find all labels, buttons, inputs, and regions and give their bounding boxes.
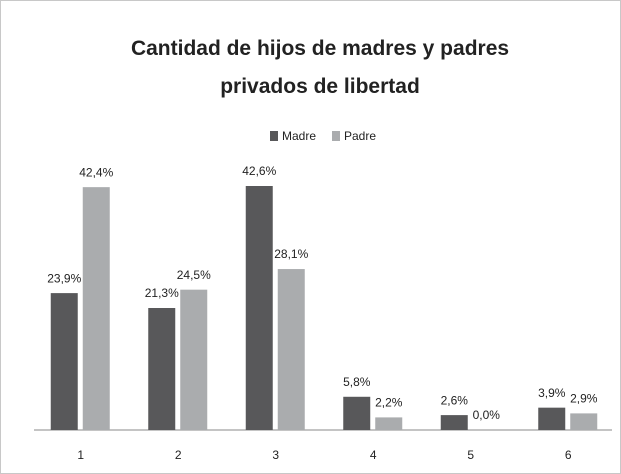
- value-label: 2,2%: [375, 396, 403, 410]
- bar: [82, 187, 110, 430]
- value-label: 42,4%: [79, 165, 113, 179]
- value-label: 2,6%: [441, 393, 469, 407]
- value-label: 0,0%: [473, 408, 501, 422]
- bar: [50, 293, 78, 430]
- value-label: 21,3%: [145, 286, 179, 300]
- x-tick-label: 4: [370, 448, 377, 462]
- bar: [277, 269, 305, 430]
- bar: [245, 186, 273, 430]
- value-label: 42,6%: [242, 164, 276, 178]
- x-tick-label: 5: [467, 448, 474, 462]
- bar: [570, 413, 598, 430]
- bar: [375, 417, 403, 430]
- bar: [440, 415, 468, 430]
- x-tick-label: 3: [272, 448, 279, 462]
- value-label: 2,9%: [570, 392, 598, 406]
- bar: [148, 308, 176, 430]
- legend-label: Madre: [282, 129, 316, 143]
- value-label: 5,8%: [343, 375, 371, 389]
- value-label: 23,9%: [47, 271, 81, 285]
- bar: [343, 396, 371, 430]
- bar: [538, 407, 566, 430]
- chart-title: Cantidad de hijos de madres y padres pri…: [130, 37, 510, 98]
- x-tick-label: 2: [175, 448, 182, 462]
- value-label: 3,9%: [538, 386, 566, 400]
- legend-swatch: [332, 131, 340, 141]
- x-tick-label: 6: [565, 448, 572, 462]
- legend-label: Padre: [344, 129, 376, 143]
- legend-swatch: [270, 131, 278, 141]
- value-label: 24,5%: [177, 268, 211, 282]
- bar: [180, 289, 208, 430]
- value-label: 28,1%: [274, 247, 308, 261]
- x-tick-label: 1: [77, 448, 84, 462]
